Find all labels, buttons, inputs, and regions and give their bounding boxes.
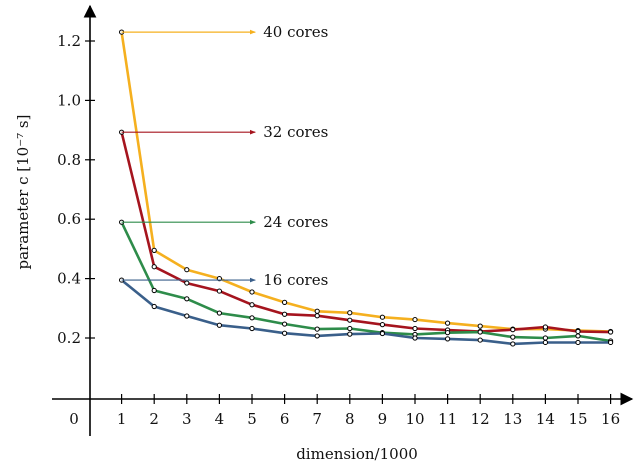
data-point	[184, 267, 190, 273]
data-point	[412, 325, 418, 332]
annotation-label: 40 cores	[263, 23, 328, 41]
y-axis-title: parameter c [10⁻⁷ s]	[14, 115, 32, 270]
data-point	[347, 317, 353, 323]
series-32-cores	[119, 129, 614, 335]
data-point	[575, 328, 581, 335]
x-tick-label: 7	[312, 410, 322, 428]
data-point	[314, 326, 320, 332]
x-tick-label: 11	[438, 410, 457, 428]
annotations: 40 cores 32 cores 24 cores 16 cores	[121, 23, 328, 289]
data-point	[184, 313, 190, 319]
series	[119, 29, 614, 347]
series-line	[120, 131, 611, 334]
x-tick-label: 5	[247, 410, 257, 428]
x-tick-label: 15	[568, 410, 587, 428]
data-point	[412, 316, 418, 323]
data-point	[412, 335, 418, 341]
annotation-label: 24 cores	[263, 213, 328, 231]
data-point	[379, 314, 385, 320]
data-point	[314, 333, 320, 339]
data-point	[249, 302, 255, 308]
data-point	[379, 330, 385, 337]
data-point	[575, 333, 581, 339]
data-point	[510, 341, 516, 347]
data-point	[347, 331, 353, 337]
series-16-cores	[119, 277, 614, 347]
data-point	[216, 288, 222, 294]
annotation-40-cores: 40 cores	[121, 23, 328, 41]
x-tick-label: 3	[182, 410, 192, 428]
x-tick-label: 10	[405, 410, 424, 428]
x-axis-title: dimension/1000	[296, 445, 418, 463]
annotation-label: 32 cores	[263, 123, 328, 141]
data-point	[314, 313, 320, 319]
data-point	[379, 322, 385, 328]
data-point	[347, 325, 353, 332]
data-point	[608, 339, 614, 346]
data-point	[282, 330, 288, 336]
annotation-label: 16 cores	[263, 271, 328, 289]
data-point	[249, 325, 255, 332]
annotation-16-cores: 16 cores	[121, 271, 328, 289]
data-point	[445, 330, 451, 336]
x-tick-label: 12	[471, 410, 490, 428]
x-tick-label: 16	[601, 410, 620, 428]
x-tick-label: 8	[345, 410, 355, 428]
data-point	[477, 323, 483, 329]
ticks: 0 1 2 3 4 5 6 7 8 9 10 11 12 13 14 15 160.20.40.60.81.01…	[57, 32, 620, 428]
data-point	[477, 337, 483, 343]
data-point	[216, 310, 222, 316]
data-point	[151, 264, 157, 270]
series-line	[120, 279, 611, 346]
y-tick-label: 0.8	[57, 151, 81, 169]
y-tick-label: 0.2	[57, 329, 81, 347]
y-tick-label: 0.6	[57, 210, 81, 228]
data-point	[575, 339, 581, 346]
data-point	[151, 303, 157, 310]
data-point	[314, 308, 320, 314]
y-tick-label: 1.0	[57, 91, 81, 109]
series-40-cores	[119, 29, 614, 335]
data-point	[542, 335, 549, 341]
x-tick-label: 13	[503, 410, 522, 428]
data-point	[151, 247, 157, 253]
data-point	[608, 329, 614, 335]
x-tick-label: 4	[215, 410, 225, 428]
annotation-24-cores: 24 cores	[121, 213, 328, 231]
axes	[52, 4, 634, 436]
x-tick-label: 0	[69, 410, 79, 428]
x-tick-label: 14	[536, 410, 555, 428]
data-point	[445, 336, 451, 342]
data-point	[282, 299, 288, 305]
x-tick-label: 9	[378, 410, 388, 428]
x-tick-label: 2	[149, 410, 159, 428]
data-point	[347, 310, 353, 316]
data-point	[510, 334, 516, 340]
data-point	[542, 324, 549, 330]
data-point	[542, 339, 549, 346]
annotation-32-cores: 32 cores	[121, 123, 328, 141]
data-point	[184, 296, 190, 302]
x-tick-label: 1	[117, 410, 127, 428]
series-line	[120, 221, 611, 343]
data-point	[510, 327, 516, 333]
data-point	[282, 311, 288, 317]
x-tick-label: 6	[280, 410, 290, 428]
series-24-cores	[119, 219, 614, 344]
data-point	[249, 315, 255, 321]
data-point	[249, 289, 255, 295]
data-point	[477, 329, 483, 335]
series-line	[120, 31, 611, 333]
y-tick-label: 0.4	[57, 270, 81, 288]
data-point	[184, 280, 190, 286]
data-point	[282, 321, 288, 327]
data-point	[445, 320, 451, 326]
data-point	[151, 287, 157, 294]
data-point	[216, 322, 222, 328]
y-tick-label: 1.2	[57, 32, 81, 50]
